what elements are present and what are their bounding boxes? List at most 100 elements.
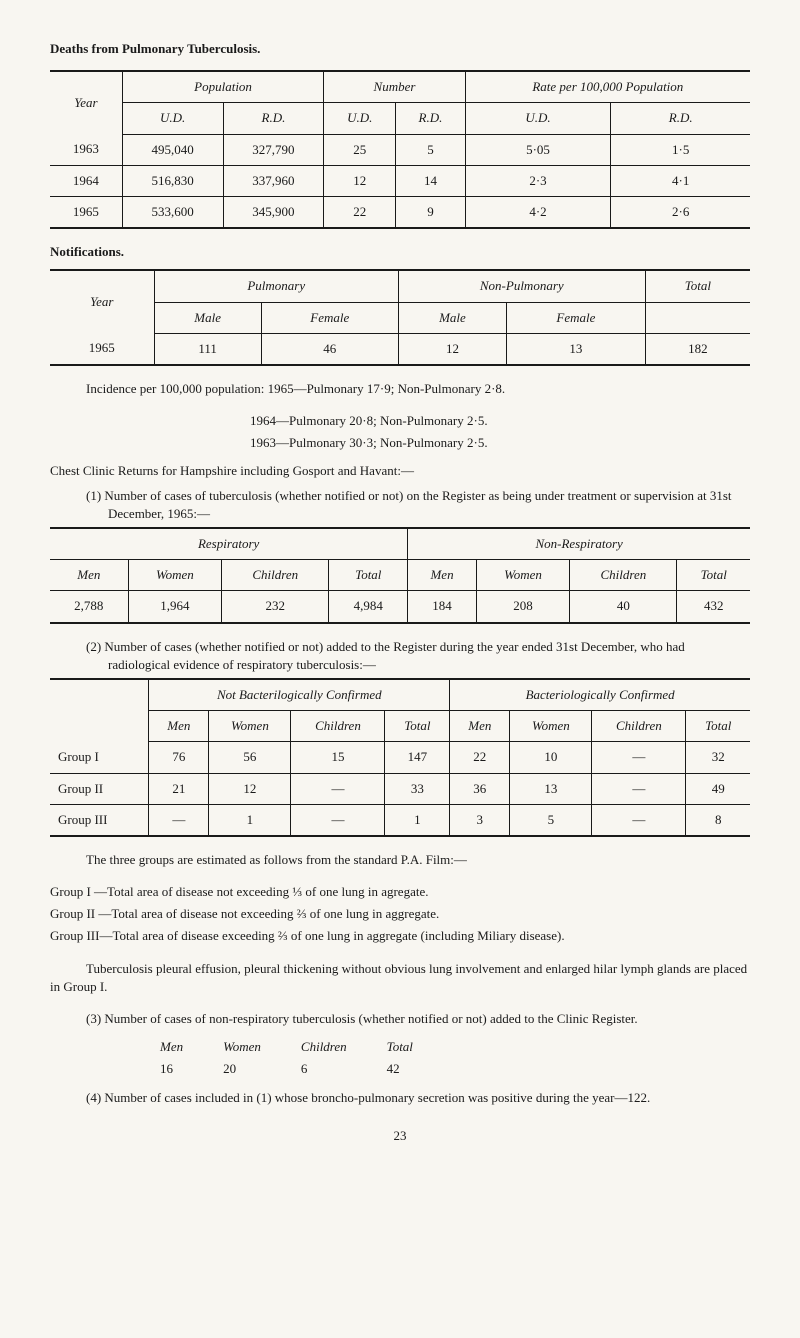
cell: 9 — [396, 196, 465, 228]
cell: 1,964 — [128, 591, 222, 623]
cell: 13 — [510, 773, 592, 804]
chest-clinic-line: Chest Clinic Returns for Hampshire inclu… — [50, 462, 750, 480]
col-non-pulmonary: Non-Pulmonary — [398, 270, 645, 302]
col-total: Total — [387, 1036, 453, 1058]
col-rd: R.D. — [396, 103, 465, 134]
col-rate: Rate per 100,000 Population — [465, 71, 750, 103]
col-year: Year — [50, 270, 154, 333]
col-men: Men — [50, 560, 128, 591]
incidence-3: 1963—Pulmonary 30·3; Non-Pulmonary 2·5. — [50, 434, 750, 452]
cell: 5 — [396, 134, 465, 165]
col-men: Men — [408, 560, 476, 591]
col-men: Men — [160, 1036, 223, 1058]
cell: 1·5 — [611, 134, 750, 165]
cell: — — [149, 804, 209, 836]
col-women: Women — [223, 1036, 301, 1058]
cell: 10 — [510, 742, 592, 773]
cell: — — [592, 804, 686, 836]
cell: 40 — [570, 591, 677, 623]
col-confirmed: Bacteriologically Confirmed — [450, 679, 750, 711]
cell: 516,830 — [122, 165, 223, 196]
cell: — — [592, 742, 686, 773]
cell: 327,790 — [223, 134, 324, 165]
col-total: Total — [385, 711, 450, 742]
cell: 111 — [154, 333, 261, 365]
page-number: 23 — [50, 1127, 750, 1145]
col-male: Male — [398, 302, 506, 333]
col-respiratory: Respiratory — [50, 528, 408, 560]
col-ud: U.D. — [122, 103, 223, 134]
cell: 12 — [398, 333, 506, 365]
cell: 1 — [385, 804, 450, 836]
row-label: Group I — [50, 742, 149, 773]
cell: 42 — [387, 1058, 453, 1080]
notifications-table: Year Pulmonary Non-Pulmonary Total Male … — [50, 269, 750, 366]
col-children: Children — [291, 711, 385, 742]
cell: 3 — [450, 804, 510, 836]
col-children: Children — [592, 711, 686, 742]
cell: 32 — [686, 742, 750, 773]
cell: 2,788 — [50, 591, 128, 623]
cell: 182 — [645, 333, 750, 365]
cell: 12 — [324, 165, 396, 196]
cell: 2·3 — [465, 165, 611, 196]
group-1: Group I —Total area of disease not excee… — [50, 883, 750, 901]
cell: 22 — [450, 742, 510, 773]
row-label: Group II — [50, 773, 149, 804]
cell: 21 — [149, 773, 209, 804]
cell: 22 — [324, 196, 396, 228]
cell: 5·05 — [465, 134, 611, 165]
cell: 5 — [510, 804, 592, 836]
cell: 432 — [677, 591, 750, 623]
point-4: (4) Number of cases included in (1) whos… — [50, 1089, 750, 1107]
cell: 20 — [223, 1058, 301, 1080]
cell: 184 — [408, 591, 476, 623]
point-2: (2) Number of cases (whether notified or… — [50, 638, 750, 674]
cell: 208 — [476, 591, 570, 623]
col-ud: U.D. — [465, 103, 611, 134]
cell-year: 1965 — [50, 196, 122, 228]
cell: 4·1 — [611, 165, 750, 196]
col-total: Total — [677, 560, 750, 591]
incidence-2: 1964—Pulmonary 20·8; Non-Pulmonary 2·5. — [50, 412, 750, 430]
point-3: (3) Number of cases of non-respiratory t… — [50, 1010, 750, 1028]
cell: 533,600 — [122, 196, 223, 228]
group-2: Group II —Total area of disease not exce… — [50, 905, 750, 923]
col-pulmonary: Pulmonary — [154, 270, 398, 302]
cell: 495,040 — [122, 134, 223, 165]
col-female: Female — [261, 302, 398, 333]
point-1: (1) Number of cases of tuberculosis (whe… — [50, 487, 750, 523]
cell: 56 — [209, 742, 291, 773]
group-3: Group III—Total area of disease exceedin… — [50, 927, 750, 945]
incidence-1: Incidence per 100,000 population: 1965—P… — [50, 380, 750, 398]
col-female: Female — [507, 302, 646, 333]
col-men: Men — [450, 711, 510, 742]
col-blank — [645, 302, 750, 333]
col-women: Women — [209, 711, 291, 742]
cell: 15 — [291, 742, 385, 773]
cell: 4·2 — [465, 196, 611, 228]
col-women: Women — [510, 711, 592, 742]
cell: — — [291, 804, 385, 836]
cell: 345,900 — [223, 196, 324, 228]
non-respiratory-table: Men Women Children Total 16 20 6 42 — [160, 1036, 453, 1080]
col-ud: U.D. — [324, 103, 396, 134]
col-women: Women — [128, 560, 222, 591]
col-total: Total — [645, 270, 750, 302]
cell: — — [291, 773, 385, 804]
col-rd: R.D. — [611, 103, 750, 134]
col-women: Women — [476, 560, 570, 591]
respiratory-table: Respiratory Non-Respiratory Men Women Ch… — [50, 527, 750, 624]
tb-paragraph: Tuberculosis pleural effusion, pleural t… — [50, 960, 750, 996]
cell: 1 — [209, 804, 291, 836]
bacteriological-table: Not Bacterilogically Confirmed Bacteriol… — [50, 678, 750, 837]
cell: 49 — [686, 773, 750, 804]
cell: 6 — [301, 1058, 387, 1080]
groups-intro: The three groups are estimated as follow… — [50, 851, 750, 869]
col-not-confirmed: Not Bacterilogically Confirmed — [149, 679, 450, 711]
col-total: Total — [686, 711, 750, 742]
cell: 12 — [209, 773, 291, 804]
col-population: Population — [122, 71, 324, 103]
cell: 46 — [261, 333, 398, 365]
col-men: Men — [149, 711, 209, 742]
